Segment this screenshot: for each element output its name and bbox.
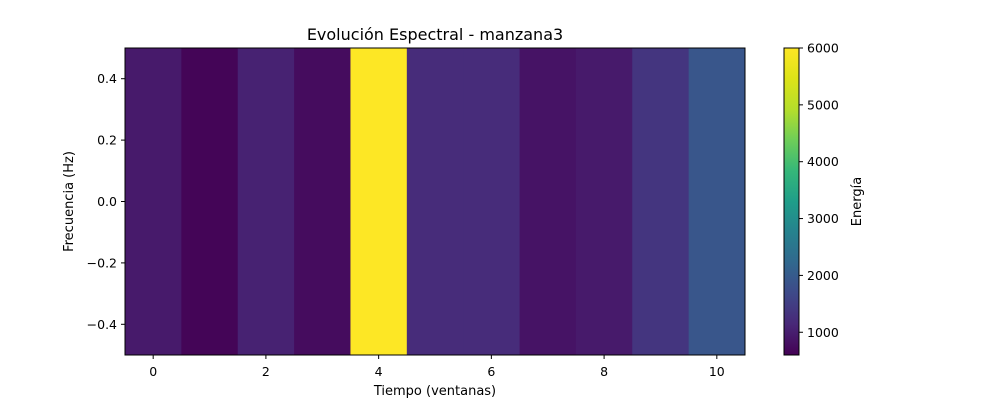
- x-tick-label: 2: [262, 364, 270, 379]
- x-tick-label: 8: [600, 364, 608, 379]
- heatmap-cell: [519, 48, 577, 355]
- y-tick-label: 0.2: [97, 133, 117, 148]
- colorbar-tick-label: 6000: [807, 41, 839, 56]
- x-tick-label: 0: [149, 364, 157, 379]
- colorbar-tick-label: 3000: [807, 211, 839, 226]
- y-axis-label: Frecuencia (Hz): [62, 151, 77, 252]
- x-axis-ticks: 0 2 4 6 8 10: [149, 355, 725, 379]
- y-tick-label: −0.2: [87, 255, 117, 270]
- x-tick-label: 6: [487, 364, 495, 379]
- y-axis-ticks: −0.4 −0.2 0.0 0.2 0.4: [87, 71, 125, 332]
- chart-title: Evolución Espectral - manzana3: [307, 25, 563, 44]
- heatmap-cells: [125, 48, 746, 355]
- x-tick-label: 4: [375, 364, 383, 379]
- heatmap-cell: [463, 48, 520, 355]
- y-tick-label: 0.4: [97, 71, 117, 86]
- heatmap-cell: [237, 48, 295, 355]
- x-axis-label: Tiempo (ventanas): [373, 384, 496, 399]
- heatmap-cell: [125, 48, 182, 355]
- colorbar-tick-label: 1000: [807, 325, 839, 340]
- colorbar: [783, 47, 800, 356]
- heatmap-cell: [181, 48, 239, 355]
- heatmap-cell: [350, 48, 408, 355]
- heatmap-cell: [406, 48, 464, 355]
- x-tick-label: 10: [709, 364, 725, 379]
- y-tick-label: 0.0: [97, 194, 117, 209]
- heatmap-cell: [294, 48, 351, 355]
- colorbar-tick-label: 2000: [807, 268, 839, 283]
- colorbar-label: Energía: [850, 177, 865, 226]
- heatmap-cell: [575, 48, 633, 355]
- heatmap-cell: [688, 48, 746, 355]
- y-tick-label: −0.4: [87, 317, 117, 332]
- colorbar-tick-label: 5000: [807, 97, 839, 112]
- colorbar-ticks: 1000 2000 3000 4000 5000 6000: [799, 41, 839, 340]
- heatmap-cell: [632, 48, 690, 355]
- colorbar-tick-label: 4000: [807, 154, 839, 169]
